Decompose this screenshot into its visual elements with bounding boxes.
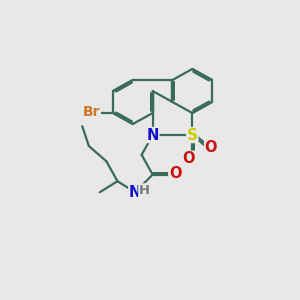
Text: O: O [205, 140, 217, 154]
Text: H: H [139, 184, 150, 197]
Text: O: O [169, 166, 181, 181]
Text: S: S [187, 128, 198, 142]
Text: N: N [129, 185, 141, 200]
Text: O: O [183, 151, 195, 166]
Text: N: N [146, 128, 159, 142]
Text: Br: Br [83, 105, 100, 119]
